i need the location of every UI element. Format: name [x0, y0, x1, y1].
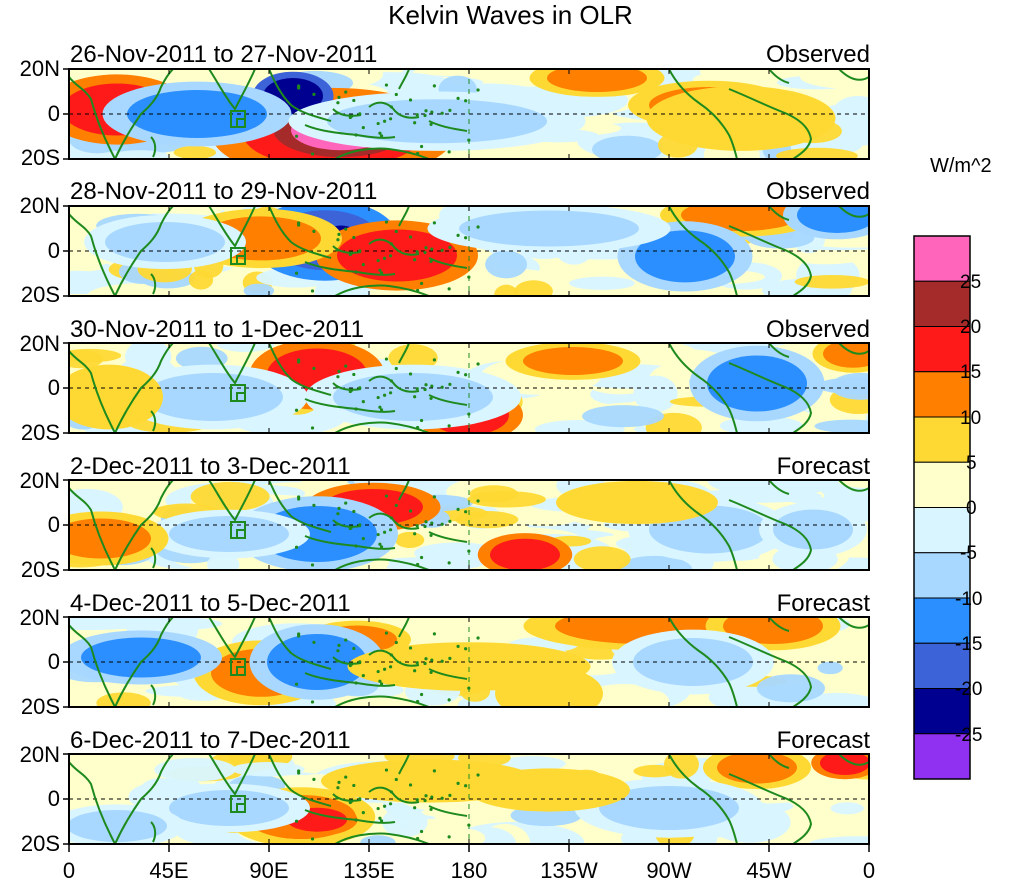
lon-label-90e: 90E: [249, 858, 289, 883]
panel-1-lat-0: 0: [47, 101, 60, 126]
panel-2-lat-20n: 20N: [19, 193, 60, 218]
panel-5-lat-0: 0: [47, 649, 60, 674]
panel-6-dates: 6-Dec-2011 to 7-Dec-2011: [70, 727, 351, 754]
panel-4-lat-20n: 20N: [19, 468, 60, 493]
panel-3-type: Observed: [765, 316, 870, 343]
panel-4-lat-0: 0: [47, 512, 60, 537]
colorbar: [913, 235, 971, 780]
panel-6: [63, 753, 870, 845]
panel-3-lat-0: 0: [47, 375, 60, 400]
panel-6-lat-20n: 20N: [19, 742, 60, 767]
lon-label-180: 180: [450, 858, 488, 883]
lon-label-90w: 90W: [646, 858, 692, 883]
colorbar-label-neg25: -25: [955, 725, 983, 746]
panel-2: [63, 205, 870, 297]
panel-5-lat-20s: 20S: [20, 694, 60, 719]
colorbar-label-25: 25: [960, 272, 982, 293]
lon-label-135e: 135E: [343, 858, 395, 883]
panel-5: [63, 616, 870, 708]
colorbar-label-15: 15: [960, 362, 982, 383]
colorbar-units: W/m^2: [930, 155, 992, 177]
colorbar-label-5: 5: [966, 453, 977, 474]
panel-3-lat-20s: 20S: [20, 420, 60, 445]
panel-6-lat-0: 0: [47, 786, 60, 811]
colorbar-swatch-10: [913, 688, 971, 735]
colorbar-swatch-5: [913, 461, 971, 508]
panel-3-lat-20n: 20N: [19, 331, 60, 356]
colorbar-label-0: 0: [966, 498, 977, 519]
panel-1: [63, 68, 870, 160]
panel-1-dates: 26-Nov-2011 to 27-Nov-2011: [70, 41, 378, 68]
panel-4-dates: 2-Dec-2011 to 3-Dec-2011: [70, 453, 351, 480]
figure-title: Kelvin Waves in OLR: [388, 0, 633, 30]
panel-5-dates: 4-Dec-2011 to 5-Dec-2011: [70, 590, 351, 617]
colorbar-label-20: 20: [960, 317, 982, 338]
lon-label-0: 0: [62, 858, 76, 883]
panel-4: [63, 479, 870, 571]
lon-label-135w: 135W: [540, 858, 598, 883]
colorbar-label-neg15: -15: [955, 634, 983, 655]
lon-label-45e: 45E: [149, 858, 189, 883]
panel-5-lat-20n: 20N: [19, 605, 60, 630]
panel-2-dates: 28-Nov-2011 to 29-Nov-2011: [70, 178, 378, 205]
panel-6-type: Forecast: [776, 727, 870, 754]
colorbar-label-neg5: -5: [960, 543, 977, 564]
lon-label-45w: 45W: [746, 858, 792, 883]
panel-1-type: Observed: [765, 41, 870, 68]
colorbar-swatch-11: [913, 733, 971, 780]
panel-2-type: Observed: [765, 178, 870, 205]
lon-label-0-end: 0: [862, 858, 876, 883]
panel-4-lat-20s: 20S: [20, 557, 60, 582]
colorbar-label-neg20: -20: [955, 679, 983, 700]
panel-1-lat-20s: 20S: [20, 145, 60, 170]
panel-5-type: Forecast: [776, 590, 870, 617]
panel-3: [63, 342, 870, 434]
panel-2-lat-20s: 20S: [20, 282, 60, 307]
colorbar-label-neg10: -10: [955, 589, 983, 610]
panel-3-dates: 30-Nov-2011 to 1-Dec-2011: [70, 316, 364, 343]
panel-2-lat-0: 0: [47, 238, 60, 263]
panel-1-lat-20n: 20N: [19, 56, 60, 81]
panel-4-type: Forecast: [776, 453, 870, 480]
colorbar-label-10: 10: [960, 408, 982, 429]
colorbar-swatch-0: [913, 235, 971, 282]
colorbar-swatch-2: [913, 326, 971, 373]
panel-6-lat-20s: 20S: [20, 831, 60, 856]
